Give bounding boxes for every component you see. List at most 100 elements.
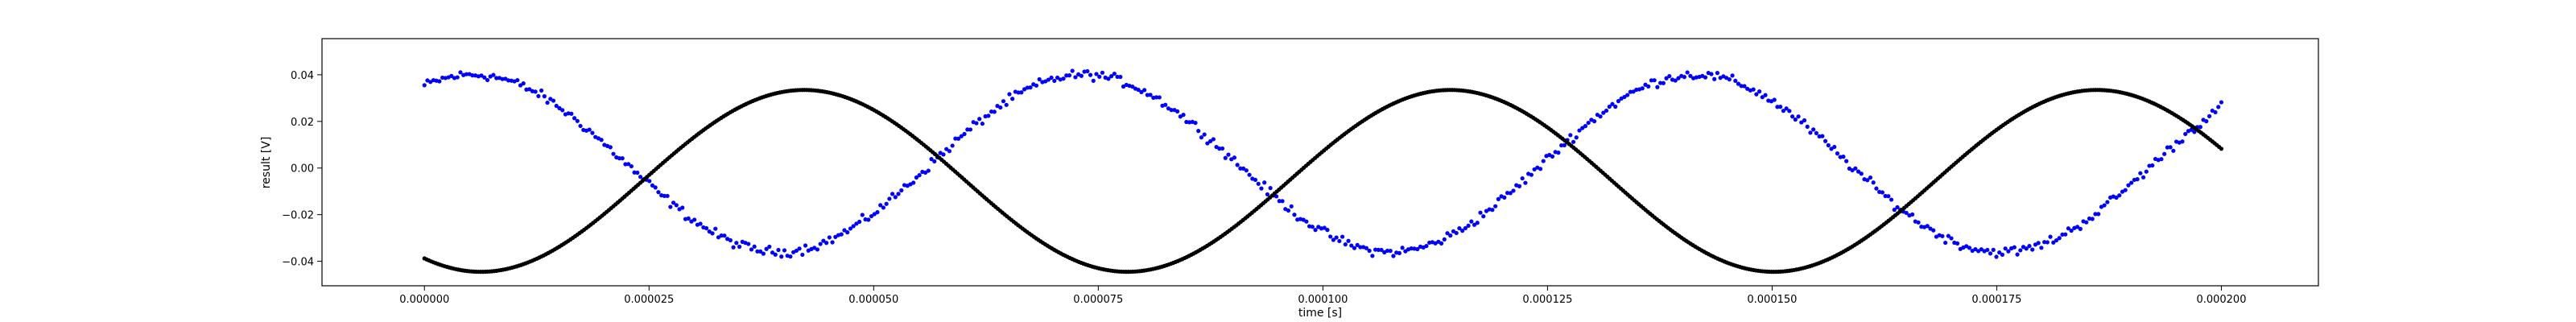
data-point — [800, 252, 805, 258]
data-point — [764, 246, 769, 251]
data-point — [1475, 221, 1480, 225]
data-point — [1265, 192, 1270, 197]
data-point — [2090, 217, 2095, 221]
data-point — [1358, 245, 1363, 250]
data-point — [794, 248, 799, 254]
data-point — [1232, 155, 1237, 160]
data-point — [998, 105, 1003, 110]
data-point — [1676, 76, 1681, 80]
data-point — [1529, 172, 1534, 177]
data-point — [1019, 90, 1024, 95]
data-point — [1268, 186, 1273, 191]
data-point — [1364, 246, 1368, 250]
data-point — [1001, 99, 1006, 104]
data-point — [746, 242, 751, 246]
data-point — [1238, 166, 1243, 171]
data-point — [590, 130, 595, 135]
data-point — [1592, 119, 1597, 124]
data-point — [671, 200, 676, 205]
data-point — [1991, 247, 1996, 252]
data-point — [2063, 232, 2068, 237]
data-point — [665, 193, 670, 199]
data-point — [632, 170, 637, 175]
data-point — [1202, 132, 1207, 137]
data-point — [2057, 236, 2062, 241]
data-point — [821, 238, 826, 243]
data-point — [1886, 194, 1891, 199]
data-point — [1931, 228, 1936, 233]
data-point — [1541, 159, 1546, 163]
data-point — [980, 122, 985, 126]
data-point — [533, 89, 538, 94]
data-point — [1370, 254, 1375, 258]
data-point — [1226, 152, 1231, 157]
data-point — [881, 205, 886, 210]
data-point — [1148, 93, 1153, 97]
data-point — [830, 240, 835, 245]
data-point — [779, 254, 784, 259]
data-point — [1496, 196, 1501, 201]
data-point — [1859, 171, 1864, 176]
data-point — [845, 230, 850, 235]
data-point — [1856, 169, 1861, 174]
data-point — [1652, 78, 1657, 83]
data-point — [737, 244, 742, 250]
data-point — [1007, 92, 1012, 97]
data-point — [782, 248, 787, 253]
data-point — [1607, 104, 1612, 109]
data-point — [1823, 138, 1828, 143]
data-point — [2207, 114, 2212, 118]
data-point — [1574, 135, 1579, 140]
data-point — [1739, 84, 1744, 89]
series-2 — [422, 88, 2224, 275]
data-point — [1460, 229, 1465, 233]
data-point — [2048, 234, 2053, 239]
data-point — [2162, 151, 2167, 156]
data-point — [1685, 70, 1690, 75]
data-point — [1112, 71, 1117, 76]
series-1 — [422, 68, 2224, 259]
data-point — [1868, 175, 1873, 180]
data-point — [1826, 142, 1831, 148]
data-point — [854, 221, 859, 226]
data-point — [1157, 95, 1162, 100]
data-point — [1346, 238, 1351, 243]
data-point — [2027, 244, 2032, 249]
data-point — [2117, 193, 2122, 198]
data-point — [2140, 175, 2146, 180]
data-point — [914, 175, 919, 180]
data-point — [797, 246, 802, 251]
data-point — [1259, 186, 1264, 191]
data-point — [986, 114, 991, 118]
data-point — [884, 201, 889, 206]
data-point — [1445, 231, 1450, 236]
data-point — [1223, 155, 1228, 160]
data-point — [1388, 249, 1393, 254]
data-point — [527, 87, 532, 92]
data-point — [560, 108, 565, 113]
data-point — [965, 127, 970, 132]
data-point — [680, 205, 685, 210]
data-point — [1493, 204, 1498, 208]
data-point — [755, 249, 760, 254]
data-point — [2138, 171, 2143, 175]
data-point — [506, 78, 511, 83]
data-point — [2069, 228, 2074, 233]
data-point — [1628, 89, 1633, 94]
data-point — [761, 251, 766, 256]
data-point — [1502, 195, 1507, 200]
data-point — [866, 217, 871, 222]
data-point — [1949, 236, 1954, 241]
data-point — [2180, 139, 2185, 144]
data-point — [893, 195, 898, 200]
data-point — [1385, 248, 1390, 254]
data-point — [1844, 159, 1849, 163]
data-point — [1199, 135, 1204, 140]
data-point — [1016, 90, 1021, 95]
data-point — [992, 109, 997, 114]
data-point — [1787, 109, 1792, 114]
data-point — [1979, 247, 1984, 252]
data-point — [1169, 108, 1174, 113]
data-point — [2126, 183, 2131, 188]
